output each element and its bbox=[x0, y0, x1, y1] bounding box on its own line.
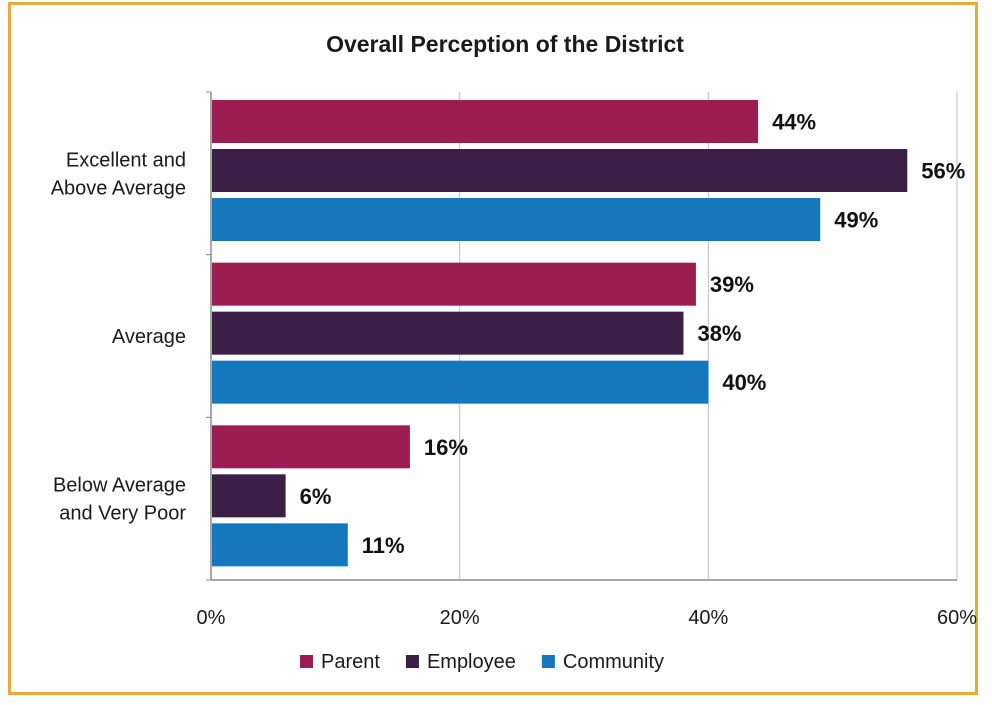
bar-community bbox=[212, 523, 348, 567]
data-label: 16% bbox=[424, 435, 468, 460]
data-label: 56% bbox=[921, 159, 965, 184]
category-label: Excellent and bbox=[66, 149, 186, 171]
bar-employee bbox=[212, 311, 684, 355]
category-label: Below Average bbox=[53, 475, 186, 497]
data-labels: 44% 56% 49% 39% 38% 40% 16% 6% 11% bbox=[300, 110, 966, 558]
bar-parent bbox=[212, 100, 759, 143]
data-label: 6% bbox=[300, 484, 332, 509]
bar-parent bbox=[212, 262, 696, 306]
bar-employee bbox=[212, 149, 908, 192]
legend-swatch-parent bbox=[300, 655, 313, 668]
bar-parent bbox=[212, 425, 410, 469]
category-label: Average bbox=[112, 326, 186, 348]
category-label: Above Average bbox=[51, 177, 186, 199]
data-label: 38% bbox=[697, 321, 741, 346]
data-label: 11% bbox=[362, 533, 405, 558]
x-tick-label: 40% bbox=[688, 607, 728, 629]
bars bbox=[212, 100, 908, 567]
legend-label: Parent bbox=[321, 651, 380, 673]
data-label: 44% bbox=[772, 110, 816, 135]
x-tick-label: 60% bbox=[937, 607, 977, 629]
category-label: and Very Poor bbox=[59, 503, 186, 525]
bar-community bbox=[212, 360, 709, 404]
bar-employee bbox=[212, 474, 286, 518]
data-label: 49% bbox=[834, 208, 878, 233]
data-label: 39% bbox=[710, 272, 754, 297]
bar-community bbox=[212, 198, 821, 241]
legend-label: Community bbox=[563, 651, 664, 673]
chart-title: Overall Perception of the District bbox=[326, 31, 684, 57]
legend: Parent Employee Community bbox=[300, 651, 664, 673]
legend-swatch-employee bbox=[405, 655, 419, 668]
axes: 0% 20% 40% 60% Excellent and Above Average Ave… bbox=[51, 91, 977, 629]
legend-label: Employee bbox=[427, 651, 516, 673]
data-label: 40% bbox=[722, 370, 766, 395]
x-tick-label: 0% bbox=[197, 607, 226, 629]
legend-swatch-community bbox=[541, 655, 555, 668]
x-tick-label: 20% bbox=[440, 607, 480, 629]
